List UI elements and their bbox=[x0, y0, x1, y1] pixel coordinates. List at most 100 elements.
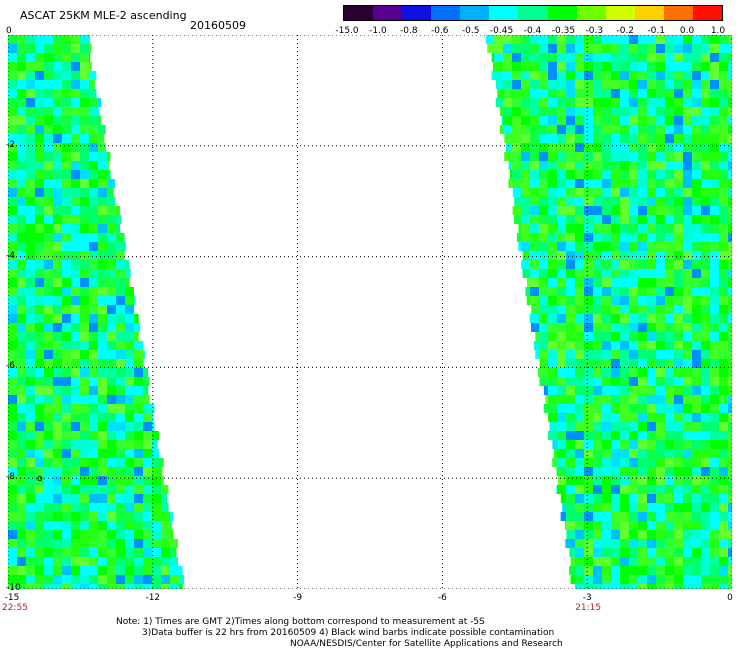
data-cell bbox=[575, 278, 584, 287]
data-cell bbox=[107, 431, 116, 440]
data-cell bbox=[89, 179, 98, 188]
data-cell bbox=[638, 314, 647, 323]
data-cell bbox=[134, 296, 136, 305]
data-cell bbox=[530, 260, 539, 269]
data-cell bbox=[692, 530, 701, 539]
data-cell bbox=[71, 557, 80, 566]
data-cell bbox=[535, 332, 539, 341]
data-cell bbox=[98, 314, 107, 323]
data-cell bbox=[719, 494, 728, 503]
data-cell bbox=[701, 413, 710, 422]
data-cell bbox=[539, 89, 548, 98]
data-cell bbox=[98, 359, 107, 368]
data-cell bbox=[521, 80, 530, 89]
data-cell bbox=[125, 521, 134, 530]
data-cell bbox=[71, 125, 80, 134]
data-cell bbox=[35, 116, 44, 125]
data-cell bbox=[80, 125, 89, 134]
data-cell bbox=[710, 530, 719, 539]
data-cell bbox=[26, 350, 35, 359]
data-cell bbox=[611, 359, 620, 368]
data-cell bbox=[53, 197, 62, 206]
data-cell bbox=[89, 350, 98, 359]
data-cell bbox=[71, 143, 80, 152]
data-cell bbox=[728, 224, 732, 233]
data-cell bbox=[620, 368, 629, 377]
data-cell bbox=[134, 332, 139, 341]
data-cell bbox=[44, 449, 53, 458]
data-cell bbox=[161, 458, 164, 467]
data-cell bbox=[53, 458, 62, 467]
data-cell bbox=[71, 80, 80, 89]
data-cell bbox=[530, 278, 539, 287]
data-cell bbox=[35, 485, 44, 494]
data-cell bbox=[522, 269, 530, 278]
data-cell bbox=[557, 152, 566, 161]
data-cell bbox=[71, 242, 80, 251]
data-cell bbox=[107, 521, 116, 530]
data-cell bbox=[629, 89, 638, 98]
data-cell bbox=[71, 566, 80, 575]
data-cell bbox=[638, 278, 647, 287]
data-cell bbox=[719, 341, 728, 350]
data-cell bbox=[530, 80, 539, 89]
data-cell bbox=[71, 404, 80, 413]
data-cell bbox=[530, 125, 539, 134]
data-cell bbox=[719, 575, 728, 584]
data-cell bbox=[575, 242, 584, 251]
data-cell bbox=[728, 62, 732, 71]
data-cell bbox=[647, 359, 656, 368]
data-cell bbox=[8, 80, 17, 89]
data-cell bbox=[116, 449, 125, 458]
data-cell bbox=[593, 107, 602, 116]
data-cell bbox=[584, 323, 593, 332]
data-cell bbox=[557, 224, 566, 233]
data-cell bbox=[611, 395, 620, 404]
data-cell bbox=[620, 116, 629, 125]
data-cell bbox=[593, 503, 602, 512]
data-cell bbox=[611, 584, 620, 589]
data-cell bbox=[116, 332, 125, 341]
data-cell bbox=[71, 251, 80, 260]
data-cell bbox=[44, 206, 53, 215]
data-cell bbox=[17, 179, 26, 188]
data-cell bbox=[134, 512, 143, 521]
data-cell bbox=[557, 116, 566, 125]
data-cell bbox=[674, 188, 683, 197]
data-cell bbox=[638, 143, 647, 152]
data-cell bbox=[593, 440, 602, 449]
data-cell bbox=[557, 98, 566, 107]
data-cell bbox=[89, 323, 98, 332]
data-cell bbox=[620, 269, 629, 278]
data-cell bbox=[26, 152, 35, 161]
data-cell bbox=[692, 206, 701, 215]
data-cell bbox=[566, 521, 575, 530]
data-cell bbox=[638, 404, 647, 413]
data-cell bbox=[593, 224, 602, 233]
data-cell bbox=[494, 62, 503, 71]
data-cell bbox=[557, 62, 566, 71]
data-cell bbox=[44, 350, 53, 359]
data-cell bbox=[674, 341, 683, 350]
data-cell bbox=[557, 458, 566, 467]
data-cell bbox=[575, 404, 584, 413]
data-cell bbox=[80, 548, 89, 557]
data-cell bbox=[53, 557, 62, 566]
data-cell bbox=[548, 242, 557, 251]
data-cell bbox=[98, 548, 107, 557]
data-cell bbox=[701, 152, 710, 161]
data-cell bbox=[565, 521, 566, 530]
data-cell bbox=[593, 206, 602, 215]
data-cell bbox=[557, 107, 566, 116]
data-cell bbox=[8, 314, 17, 323]
data-cell bbox=[80, 512, 89, 521]
data-cell bbox=[719, 476, 728, 485]
data-cell bbox=[602, 359, 611, 368]
data-cell bbox=[116, 386, 125, 395]
data-cell bbox=[584, 557, 593, 566]
data-cell bbox=[44, 332, 53, 341]
data-cell bbox=[701, 197, 710, 206]
data-cell bbox=[665, 143, 674, 152]
data-cell bbox=[125, 314, 134, 323]
data-cell bbox=[728, 251, 732, 260]
